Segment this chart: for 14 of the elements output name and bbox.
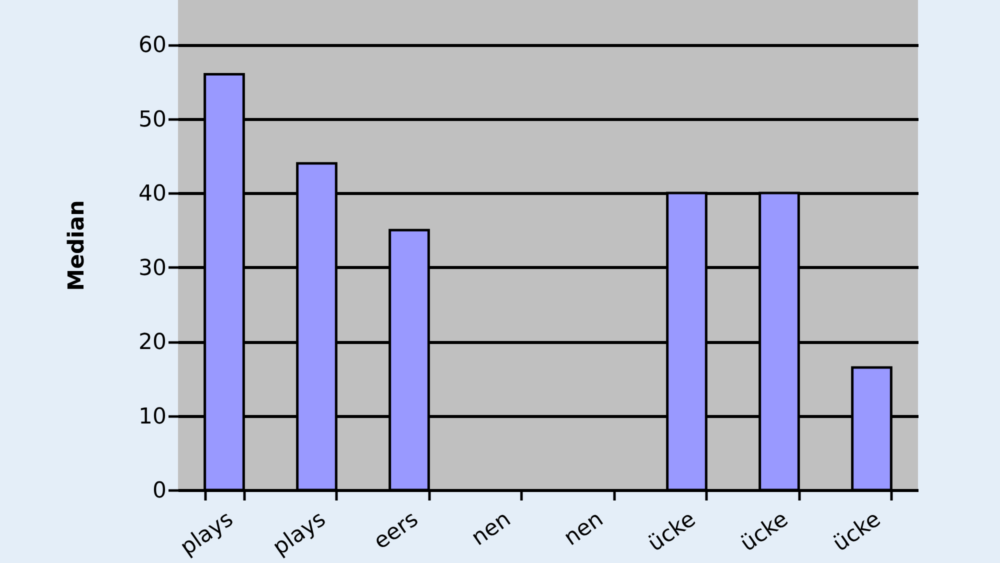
x-tick-label: ücke: [644, 506, 700, 557]
y-tick-label: 60: [138, 33, 166, 58]
y-tick-label: 50: [138, 107, 166, 132]
y-tick-label: 40: [138, 182, 166, 207]
x-tick-label: nen: [560, 506, 608, 552]
x-tick-label: nen: [467, 506, 516, 552]
y-tick-label: 20: [138, 330, 166, 356]
x-tick-label: ücke: [736, 506, 793, 557]
x-tick-label: ücke: [828, 506, 886, 557]
y-tick-label: 10: [138, 404, 166, 430]
y-tick-label: 0: [152, 478, 166, 504]
y-tick-label: 30: [138, 256, 166, 281]
x-tick-label: eers: [370, 506, 423, 555]
y-axis-title: Median: [64, 200, 90, 291]
